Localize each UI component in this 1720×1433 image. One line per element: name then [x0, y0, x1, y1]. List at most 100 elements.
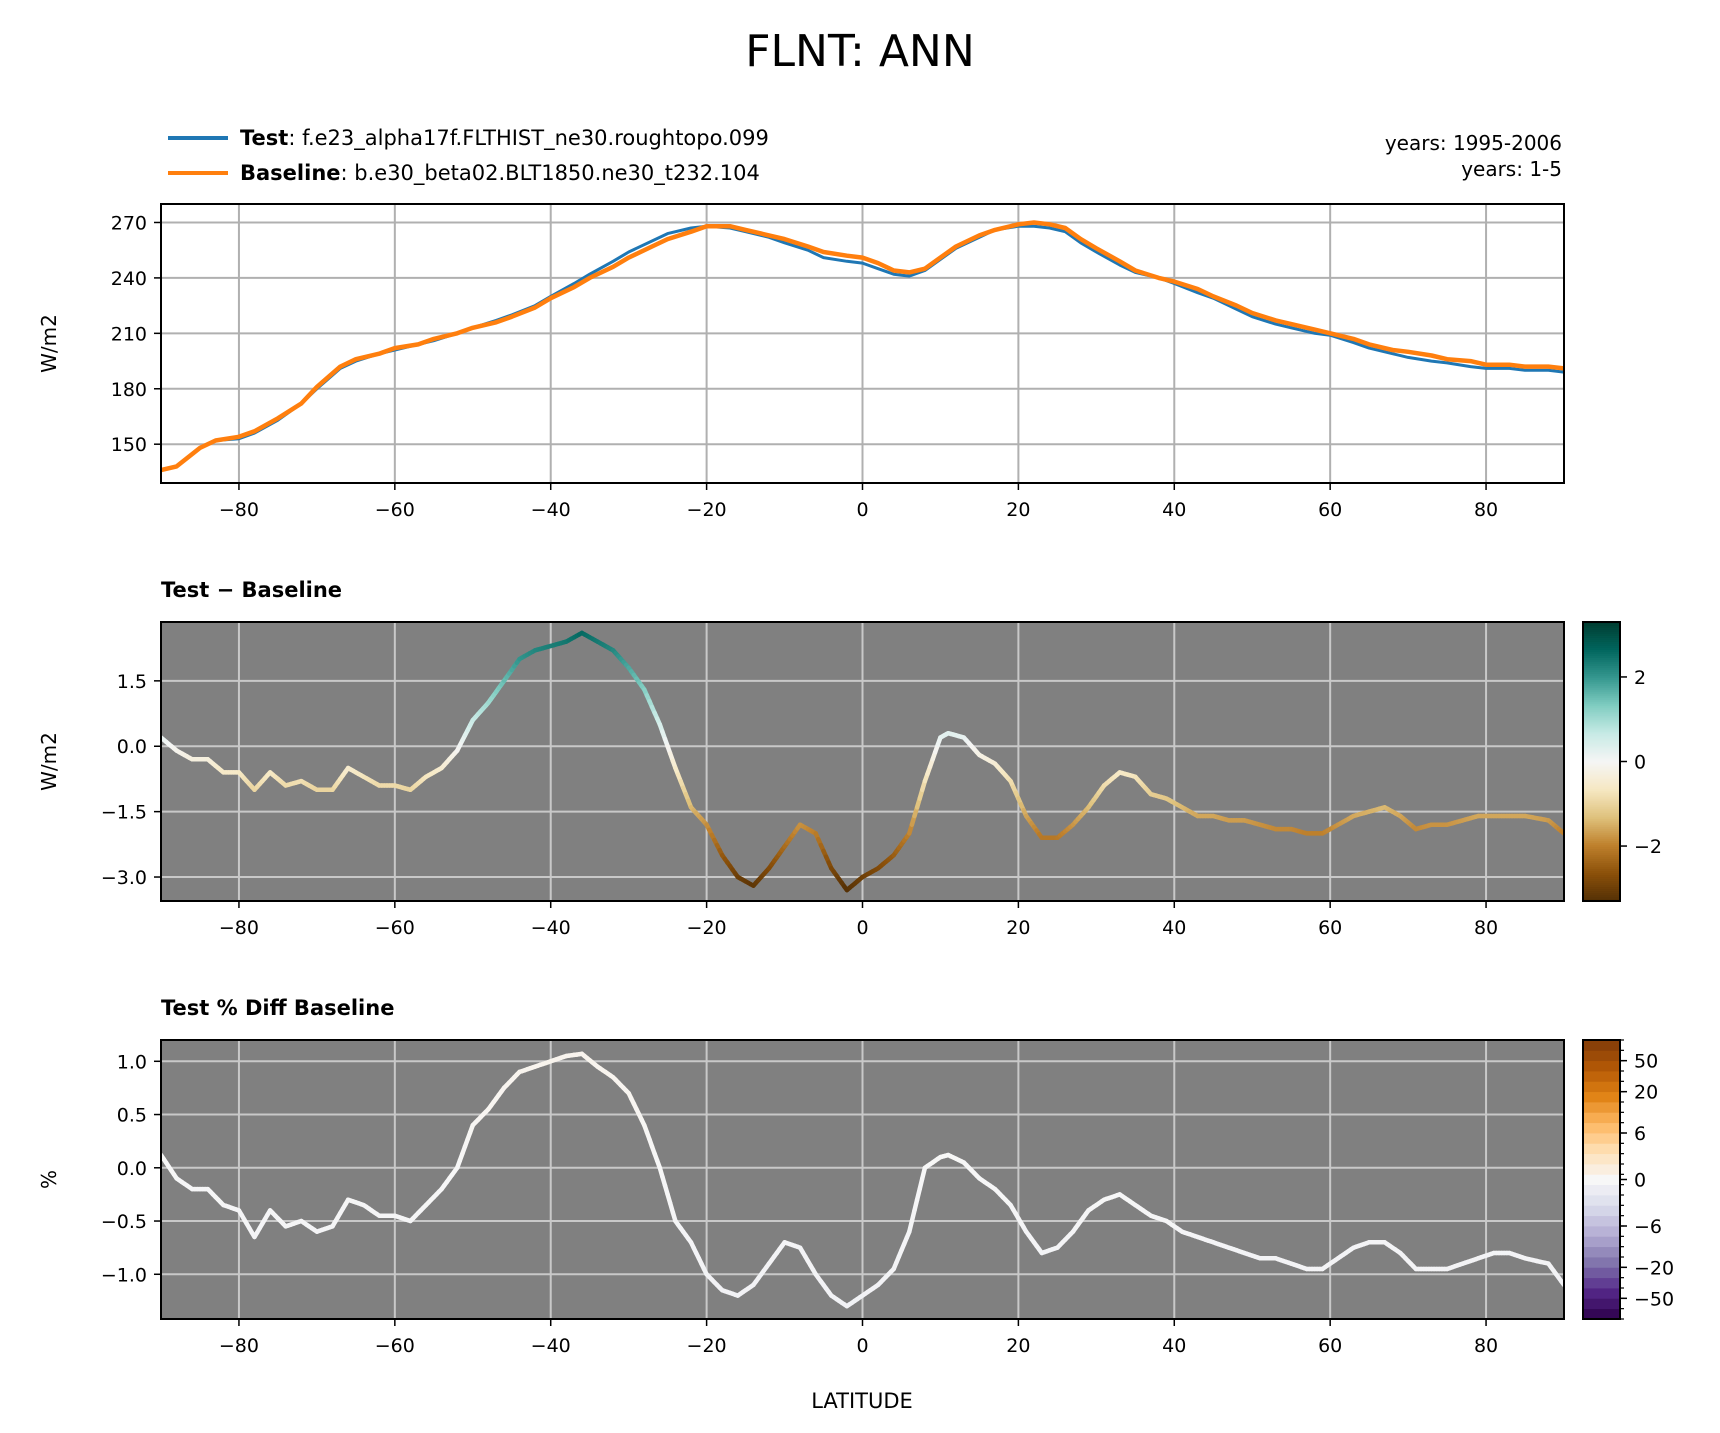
colorbar-band: [1583, 729, 1620, 733]
colorbar-band: [1583, 693, 1620, 697]
colorbar-band: [1583, 723, 1620, 727]
colorbar-band: [1583, 623, 1620, 627]
colorbar-band: [1583, 799, 1620, 802]
x-tick-label: 60: [1318, 917, 1342, 939]
colorbar-band: [1583, 1164, 1620, 1175]
colorbar-band: [1583, 671, 1620, 675]
colorbar-band: [1583, 643, 1620, 647]
colorbar-band: [1583, 735, 1620, 739]
colorbar-band: [1583, 719, 1620, 723]
colorbar-band: [1583, 1277, 1620, 1289]
colorbar-band: [1583, 765, 1620, 769]
colorbar-band: [1583, 1308, 1620, 1320]
colorbar-band: [1583, 791, 1620, 794]
colorbar-band: [1583, 877, 1620, 880]
series-group: [161, 630, 1564, 893]
x-tick-label: −20: [687, 917, 727, 939]
colorbar-tick-label: −2: [1634, 836, 1662, 858]
colorbar-band: [1583, 647, 1620, 651]
y-axis-label: W/m2: [37, 314, 61, 373]
colored-difference-line: [161, 630, 1564, 893]
colorbar-band: [1583, 655, 1620, 659]
colorbar-band: [1583, 715, 1620, 719]
colorbar-band: [1583, 1236, 1620, 1248]
colorbar-band: [1583, 743, 1620, 747]
colorbar-band: [1583, 1102, 1620, 1113]
colorbar-band: [1583, 645, 1620, 649]
colorbar-band: [1583, 875, 1620, 878]
bottom-panel-percent-difference: −80 −60 −40 −20 0 20 40 60 80 −1.0 −0.5 0.0 0.5 1.0%: [37, 1039, 1565, 1357]
colorbar-band: [1583, 1081, 1620, 1093]
colorbar-band: [1583, 737, 1620, 741]
legend-test-case: : f.e23_alpha17f.FLTHIST_ne30.roughtopo.…: [288, 126, 769, 151]
colorbar-band: [1583, 695, 1620, 699]
colorbar-band: [1583, 1091, 1620, 1103]
colorbar-band: [1583, 823, 1620, 826]
colorbar-band: [1583, 883, 1620, 886]
legend-baseline-case: : b.e30_beta02.BLT1850.ne30_t232.104: [341, 161, 760, 186]
colorbar-band: [1583, 1071, 1620, 1082]
y-tick-label: 150: [111, 434, 147, 456]
colorbar-band: [1583, 851, 1620, 854]
pctdiff-panel-title: Test % Diff Baseline: [161, 996, 394, 1020]
colorbar-band: [1583, 627, 1620, 631]
y-tick-label: 210: [111, 323, 147, 345]
colorbar-tick-label: 0: [1634, 752, 1646, 774]
colorbar-band: [1583, 749, 1620, 753]
colorbar-band: [1583, 1195, 1620, 1206]
x-tick-label: 40: [1162, 499, 1186, 521]
colorbar-band: [1583, 701, 1620, 705]
colorbar-band: [1583, 1143, 1620, 1155]
x-tick-label: −80: [219, 499, 259, 521]
plot-frame: [160, 621, 1565, 902]
colorbar-band: [1583, 657, 1620, 661]
x-tick-label: 20: [1006, 917, 1030, 939]
series-line-baseline: [161, 220, 1564, 473]
colorbar-band: [1583, 683, 1620, 687]
colorbar-band: [1583, 811, 1620, 814]
legend-test-label: Test: [240, 126, 288, 150]
x-tick-label: −80: [219, 917, 259, 939]
colorbar-band: [1583, 731, 1620, 735]
colorbar-band: [1583, 897, 1620, 900]
colorbar-band: [1583, 703, 1620, 707]
colorbar-band: [1583, 869, 1620, 872]
x-axis-label: LATITUDE: [811, 1389, 913, 1413]
test-years: years: 1995-2006: [1385, 131, 1562, 155]
colorbar-band: [1583, 761, 1620, 765]
colorbar-band: [1583, 1288, 1620, 1299]
x-tick-label: −40: [531, 499, 571, 521]
colorbar-band: [1583, 859, 1620, 862]
x-tick-label: 80: [1474, 1335, 1498, 1357]
colorbar-band: [1583, 813, 1620, 816]
plot-frame: [160, 1039, 1565, 1320]
colorbar-band: [1583, 843, 1620, 846]
x-tick-label: −60: [375, 1335, 415, 1357]
colorbar-band: [1583, 707, 1620, 711]
y-tick-label: 240: [111, 268, 147, 290]
colorbar-band: [1583, 871, 1620, 874]
colorbar-band: [1583, 817, 1620, 820]
colorbar-band: [1583, 785, 1620, 788]
colorbar-band: [1583, 801, 1620, 804]
colorbar-band: [1583, 767, 1620, 771]
x-tick-label: 0: [856, 499, 868, 521]
colorbar-band: [1583, 757, 1620, 761]
x-tick-label: −60: [375, 917, 415, 939]
colorbar-band: [1583, 1174, 1620, 1186]
x-tick-label: 20: [1006, 1335, 1030, 1357]
colorbar-band: [1583, 669, 1620, 673]
colorbar-band: [1583, 1226, 1620, 1237]
colorbar-band: [1583, 807, 1620, 810]
colorbar-band: [1583, 697, 1620, 701]
colorbar-band: [1583, 689, 1620, 693]
colorbar-band: [1583, 651, 1620, 655]
colorbar-band: [1583, 863, 1620, 866]
diff-panel-title: Test − Baseline: [161, 578, 342, 602]
legend-baseline-label: Baseline: [240, 161, 341, 185]
colorbar-band: [1583, 625, 1620, 629]
colorbar-band: [1583, 833, 1620, 836]
y-tick-label: 0.5: [117, 1105, 147, 1127]
percent-colorbar: −50 −20 −6 0 6 20 50: [1582, 1039, 1674, 1320]
colorbar-band: [1583, 825, 1620, 828]
